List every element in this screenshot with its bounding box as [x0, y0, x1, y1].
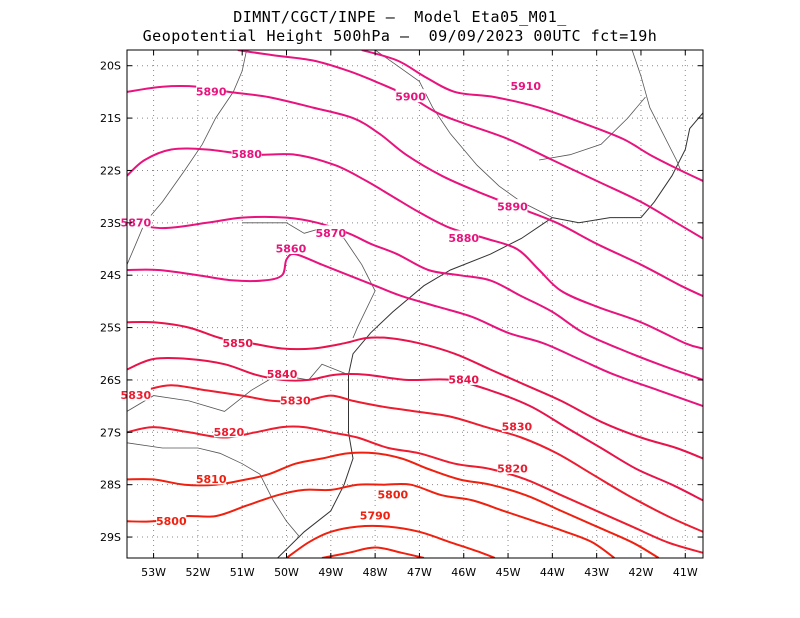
contour-label-bg [315, 225, 346, 239]
contour-labels: 5910 5900 5890 5890 5880 5880 5870 5870 5860 5850… [120, 78, 541, 528]
contour-label-bg [267, 366, 298, 380]
axes: 53W 52W 51W 50W 49W 48W 47W 46W 45W 44W 43W 42W 41W 2… [100, 50, 703, 579]
contour-label-5840: 5840 [267, 368, 298, 381]
contour-label-5830: 5830 [121, 389, 152, 402]
tick-label-x: 46W [451, 566, 476, 579]
contour-label-5880: 5880 [231, 148, 262, 161]
state-border [127, 363, 349, 412]
coastline [277, 217, 553, 558]
tick-label-y: 29S [100, 531, 121, 544]
contour-label-5910: 5910 [510, 80, 541, 93]
tick-label-y: 28S [100, 479, 121, 492]
state-border [631, 50, 682, 171]
tick-label-y: 25S [100, 322, 121, 335]
state-border [374, 50, 553, 218]
contour-label-bg [280, 392, 311, 406]
contour-label-bg [275, 241, 306, 255]
tick-label-y: 27S [100, 426, 121, 439]
contour-5790 [285, 524, 496, 558]
contour-5840 [127, 356, 703, 502]
contour-5810 [127, 451, 660, 558]
contour-5820 [127, 425, 703, 554]
contour-label-bg [222, 335, 253, 349]
contour-label-bg [497, 199, 528, 213]
contour-label-bg [231, 146, 262, 160]
contour-label-bg [120, 214, 151, 228]
tick-label-y: 23S [100, 217, 121, 230]
contour-label-5820: 5820 [214, 426, 245, 439]
contour-5870 [127, 215, 703, 381]
tick-label-y: 24S [100, 269, 121, 282]
contour-label-5880: 5880 [448, 232, 479, 245]
tick-label-x: 50W [274, 566, 299, 579]
contour-label-5800: 5800 [378, 489, 409, 502]
tick-label-x: 49W [318, 566, 343, 579]
state-border [127, 442, 301, 538]
contour-label-5860: 5860 [276, 243, 307, 256]
map-outline [127, 50, 703, 558]
contour-label-5890: 5890 [196, 85, 227, 98]
contour-label-bg [377, 487, 408, 501]
chart-title-line2: Geopotential Height 500hPa – 09/09/2023 … [142, 27, 658, 45]
tick-label-x: 51W [230, 566, 255, 579]
contour-5860 [127, 253, 703, 408]
contour-label-bg [501, 419, 532, 433]
contour-5780 [321, 546, 425, 558]
contour-label-5800: 5800 [156, 515, 187, 528]
contour-5850 [127, 320, 703, 460]
contour-5910 [361, 50, 703, 182]
contour-label-5850: 5850 [222, 337, 253, 350]
tick-label-x: 42W [629, 566, 654, 579]
tick-label-x: 52W [185, 566, 210, 579]
contour-label-bg [497, 460, 528, 474]
coastline-east [552, 112, 703, 224]
contour-label-5830: 5830 [502, 421, 533, 434]
contour-label-5790: 5790 [360, 510, 391, 523]
contour-label-5870: 5870 [121, 216, 152, 229]
tick-label-x: 45W [496, 566, 521, 579]
contour-label-bg [395, 89, 426, 103]
tick-label-y: 20S [100, 60, 121, 73]
contour-5800 [127, 482, 615, 558]
contour-label-bg [213, 424, 244, 438]
contour-label-5900: 5900 [395, 91, 426, 104]
tick-label-y: 26S [100, 374, 121, 387]
contour-label-bg [196, 471, 227, 485]
contour-label-bg [156, 513, 187, 527]
tick-label-x: 48W [363, 566, 388, 579]
contour-label-5820: 5820 [497, 462, 528, 475]
contour-label-bg [448, 371, 479, 385]
tick-label-x: 43W [584, 566, 609, 579]
contour-label-bg [120, 387, 151, 401]
contour-label-5830: 5830 [280, 394, 311, 407]
chart-title-line1: DIMNT/CGCT/INPE – Model Eta05_M01_ [233, 8, 567, 26]
tick-label-y: 22S [100, 164, 121, 177]
state-border [539, 96, 646, 161]
contour-label-bg [510, 78, 541, 92]
contour-5880 [127, 147, 703, 350]
tick-label-x: 41W [673, 566, 698, 579]
contour-label-bg [448, 230, 479, 244]
contour-label-bg [360, 508, 391, 522]
tick-label-x: 47W [407, 566, 432, 579]
contour-label-bg [196, 83, 227, 97]
contour-5830 [127, 384, 703, 533]
contour-5900 [237, 50, 703, 240]
tick-label-x: 44W [540, 566, 565, 579]
contour-label-5810: 5810 [196, 473, 227, 486]
tick-label-x: 53W [141, 566, 166, 579]
plot-frame [126, 49, 704, 559]
contour-label-5870: 5870 [316, 227, 347, 240]
tick-label-y: 21S [100, 112, 121, 125]
contour-label-5840: 5840 [448, 373, 479, 386]
state-border [127, 50, 247, 265]
contour-label-5890: 5890 [497, 201, 528, 214]
